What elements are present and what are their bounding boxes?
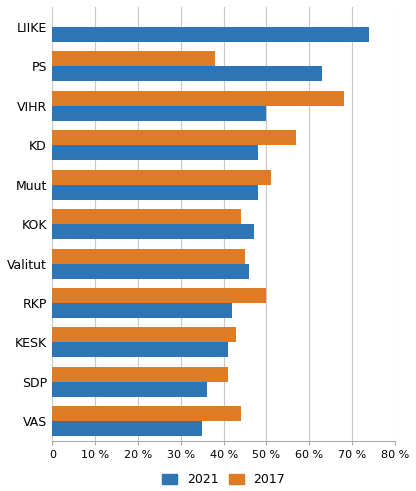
Bar — [52, 169, 271, 185]
Bar — [52, 382, 206, 397]
Bar — [52, 51, 215, 66]
Bar — [52, 367, 228, 382]
Bar — [52, 145, 258, 160]
Bar — [52, 327, 237, 342]
Bar — [52, 66, 322, 81]
Bar — [52, 106, 267, 121]
Bar — [52, 407, 241, 421]
Bar — [52, 248, 245, 264]
Bar — [52, 224, 254, 239]
Bar — [52, 27, 369, 42]
Bar — [52, 209, 241, 224]
Bar — [52, 421, 202, 436]
Bar — [52, 264, 249, 278]
Bar — [52, 288, 267, 303]
Bar — [52, 185, 258, 199]
Bar — [52, 91, 344, 106]
Bar — [52, 342, 228, 357]
Legend: 2021, 2017: 2021, 2017 — [157, 468, 290, 491]
Bar — [52, 130, 297, 145]
Bar — [52, 303, 232, 318]
